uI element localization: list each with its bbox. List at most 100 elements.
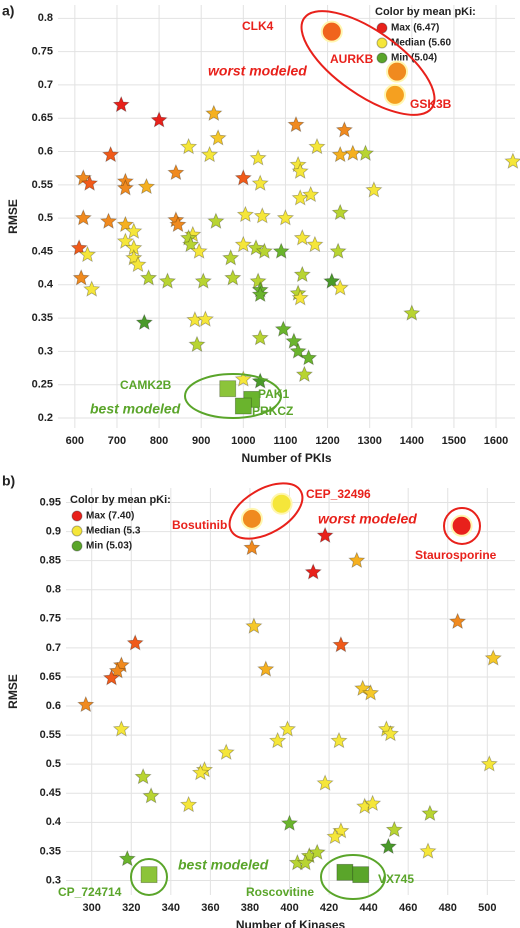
star-point — [504, 152, 520, 169]
legend-title: Color by mean pKi: — [70, 494, 171, 506]
x-tick-label: 360 — [201, 902, 219, 914]
panel-label: a) — [2, 3, 14, 19]
legend-label: Median (5.3 — [86, 526, 141, 537]
star-point — [129, 255, 147, 273]
star-point — [72, 269, 90, 286]
square-point — [219, 380, 237, 398]
star-point — [296, 853, 314, 871]
y-tick-label: 0.5 — [46, 758, 61, 770]
star-point — [249, 272, 267, 289]
y-tick-label: 0.6 — [46, 700, 61, 712]
star-point — [180, 795, 198, 813]
star-point — [224, 269, 242, 286]
y-tick-label: 0.25 — [32, 379, 53, 391]
annotation: worst modeled — [318, 511, 417, 527]
point-label: Staurosporine — [415, 548, 497, 562]
star-point — [158, 272, 177, 289]
star-point — [365, 181, 383, 198]
star-point — [295, 365, 313, 383]
star-point — [78, 245, 97, 263]
x-tick-label: 380 — [241, 902, 259, 914]
star-point — [118, 849, 136, 867]
x-tick-label: 1200 — [315, 435, 339, 447]
star-point — [245, 617, 263, 634]
star-point — [150, 111, 168, 128]
star-point — [364, 794, 382, 812]
star-point — [291, 289, 309, 306]
legend-label: Min (5.03) — [86, 541, 132, 552]
y-tick-label: 0.75 — [40, 613, 61, 625]
star-point — [112, 95, 130, 113]
y-tick-label: 0.6 — [38, 145, 53, 157]
star-point — [112, 720, 130, 737]
star-point — [182, 235, 200, 253]
star-point — [139, 269, 158, 286]
star-point — [194, 272, 212, 289]
star-point — [243, 538, 261, 556]
point-label: CEP_32496 — [306, 487, 371, 501]
y-tick-label: 0.55 — [40, 729, 61, 741]
legend-label: Median (5.60 — [391, 38, 451, 49]
point-label: CLK4 — [242, 19, 274, 33]
star-point — [217, 743, 235, 760]
star-point — [188, 335, 206, 353]
square-point — [234, 397, 252, 415]
y-tick-label: 0.9 — [46, 526, 61, 538]
star-point — [276, 209, 295, 226]
star-point — [108, 662, 126, 679]
x-tick-label: 1400 — [400, 435, 424, 447]
legend-marker — [376, 37, 388, 49]
legend-marker — [71, 510, 83, 522]
y-tick-label: 0.45 — [40, 787, 61, 799]
point-label: GSK3B — [410, 97, 452, 111]
x-tick-label: 300 — [83, 902, 101, 914]
x-tick-label: 420 — [320, 902, 338, 914]
star-point — [362, 684, 380, 701]
star-point — [302, 185, 320, 203]
star-point — [403, 304, 421, 321]
star-point — [326, 827, 344, 845]
square-point — [336, 863, 354, 881]
y-tick-label: 0.7 — [46, 642, 61, 654]
x-axis-title: Number of Kinases — [236, 918, 346, 928]
star-point — [70, 239, 88, 256]
point-label: CAMK2B — [120, 378, 172, 392]
star-point — [285, 332, 303, 349]
star-point — [99, 212, 118, 229]
x-tick-label: 440 — [359, 902, 377, 914]
y-tick-label: 0.35 — [32, 312, 53, 324]
point-label: CP_724714 — [58, 885, 122, 899]
square-point — [352, 866, 370, 884]
star-point — [291, 189, 309, 206]
star-point — [102, 669, 121, 686]
star-point — [74, 209, 92, 226]
y-tick-label: 0.8 — [46, 584, 61, 596]
x-tick-label: 340 — [162, 902, 180, 914]
star-point — [77, 695, 95, 713]
star-point — [253, 207, 271, 224]
x-tick-label: 1300 — [357, 435, 381, 447]
star-point — [278, 720, 297, 737]
star-point — [207, 212, 225, 229]
star-point — [421, 804, 439, 821]
highlight-ellipse — [300, 10, 436, 116]
star-point — [251, 329, 269, 346]
star-point — [344, 144, 362, 161]
y-tick-label: 0.75 — [32, 46, 53, 58]
plot-layer: 0.2 0.25 0.3 0.35 0.4 0.45 0.5 0.55 0.6 0.65 0.7 0.… — [2, 3, 515, 928]
star-point — [196, 310, 214, 327]
legend-label: Min (5.04) — [391, 53, 437, 64]
point-label: PRKCZ — [252, 404, 293, 418]
star-point — [323, 272, 341, 289]
star-point — [257, 660, 275, 677]
star-point — [356, 144, 375, 161]
star-point — [316, 774, 334, 791]
circle-point — [450, 514, 473, 537]
star-point — [191, 763, 210, 781]
star-point — [332, 635, 350, 653]
x-tick-label: 800 — [150, 435, 168, 447]
y-tick-label: 0.85 — [40, 555, 61, 567]
star-point — [102, 145, 120, 163]
star-point — [180, 137, 198, 155]
y-tick-label: 0.45 — [32, 245, 53, 257]
